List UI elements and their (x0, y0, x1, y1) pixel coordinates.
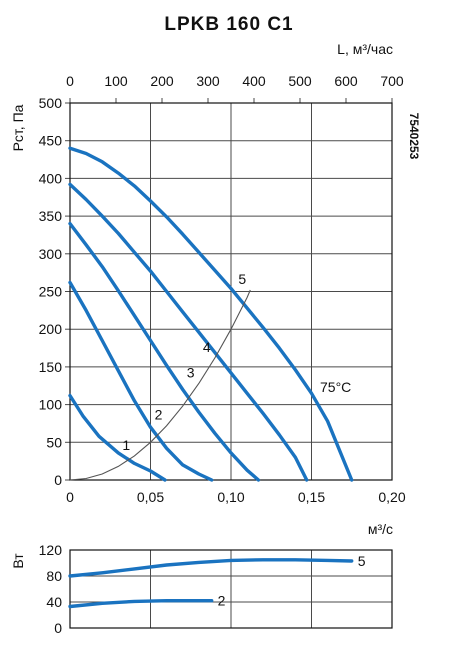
fan-curve-4 (68, 182, 309, 482)
plot-frame (69, 102, 393, 481)
y-tick-label: 50 (46, 434, 62, 450)
y-tick-label: 500 (39, 95, 63, 111)
top-tick-label: 0 (66, 73, 74, 89)
y-tick-label: 100 (39, 397, 63, 413)
x-tick-label: 0,15 (298, 489, 325, 505)
x-tick-label: 0 (66, 489, 74, 505)
curve-label-4: 4 (203, 339, 211, 355)
y-tick-label: 250 (39, 284, 63, 300)
x-tick-label: 0,05 (137, 489, 164, 505)
power-y-tick-label: 0 (54, 620, 62, 636)
x-axis-title: м³/с (368, 521, 393, 537)
power-curve-2 (68, 599, 214, 609)
y-tick-label: 350 (39, 208, 63, 224)
power-axis-title: Вт (10, 553, 26, 569)
system-curve (69, 289, 251, 481)
power-curve-5 (68, 558, 354, 578)
x-tick-label: 0,20 (378, 489, 405, 505)
curve-label-3: 3 (187, 364, 195, 380)
y-axis-title: Pст, Па (10, 104, 26, 151)
power-curve-label-2: 2 (218, 593, 226, 609)
top-tick-label: 600 (334, 73, 358, 89)
top-tick-label: 300 (196, 73, 220, 89)
y-tick-label: 150 (39, 359, 63, 375)
power-y-tick-label: 80 (46, 568, 62, 584)
power-frame (69, 549, 393, 629)
power-curve-label-5: 5 (358, 553, 366, 569)
y-tick-label: 400 (39, 170, 63, 186)
top-tick-label: 400 (242, 73, 266, 89)
fan-curve-5 (68, 146, 354, 482)
curve-label-2: 2 (155, 407, 163, 423)
fan-curve-2 (68, 280, 214, 482)
y-tick-label: 300 (39, 246, 63, 262)
top-axis-title: L, м³/час (337, 41, 393, 57)
top-tick-label: 200 (150, 73, 174, 89)
curve-label-1: 1 (122, 437, 130, 453)
power-y-tick-label: 40 (46, 594, 62, 610)
x-tick-label: 0,10 (217, 489, 244, 505)
model-code: 7540253 (407, 113, 421, 160)
temperature-annotation: 75°C (320, 379, 351, 395)
curve-label-5: 5 (238, 271, 246, 287)
y-tick-label: 450 (39, 133, 63, 149)
top-tick-label: 500 (288, 73, 312, 89)
power-plot: 0 40 80 120 5 2 (39, 542, 393, 636)
y-tick-label: 0 (54, 472, 62, 488)
top-tick-label: 700 (380, 73, 404, 89)
power-y-tick-label: 120 (39, 542, 63, 558)
top-tick-label: 100 (104, 73, 128, 89)
fan-curve-1 (68, 393, 167, 482)
chart-title: LPKB 160 C1 (164, 14, 293, 35)
fan-curve-3 (68, 221, 261, 482)
y-tick-label: 200 (39, 321, 63, 337)
